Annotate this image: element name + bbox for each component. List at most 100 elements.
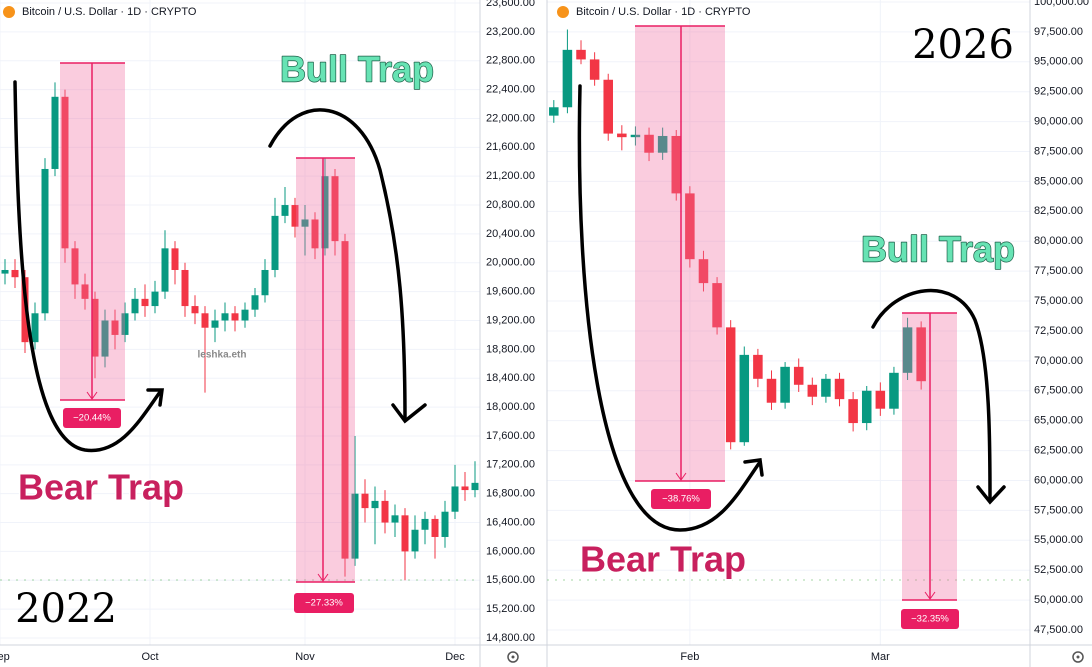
settings-icon[interactable] [1072,651,1084,663]
y-tick-label: 60,000.00 [1034,474,1083,486]
candle-body [221,313,229,321]
candle-body [361,493,369,509]
candle-body [461,486,469,491]
y-tick-label: 77,500.00 [1034,265,1083,277]
y-tick-label: 50,000.00 [1034,594,1083,606]
candle-body [685,193,695,260]
candle-body [916,327,926,382]
candle-body [71,248,79,285]
y-tick-label: 52,500.00 [1034,564,1083,576]
candle-body [793,366,804,385]
candle-body [161,248,169,292]
y-tick-label: 19,200.00 [486,314,535,326]
candle-body [848,399,858,424]
y-tick-label: 80,000.00 [1034,235,1083,247]
annotation: Bull Trap [861,229,1015,270]
candle-body [1,269,9,274]
candle-body [603,79,613,134]
candle-body [889,372,899,409]
candle-body [441,511,449,537]
x-tick-label: Sep [0,651,10,663]
candle-body [151,291,159,307]
candle-body [902,327,913,373]
x-tick-label: Dec [445,651,465,663]
candle-body [191,306,199,314]
measure-label: −27.33% [305,598,343,609]
candle-body [351,493,359,559]
candle-body [725,327,736,443]
y-tick-label: 23,600.00 [486,0,535,9]
measure-label: −20.44% [73,413,111,424]
candle-body [381,500,389,523]
candle-body [780,366,790,403]
arrow [577,84,762,532]
candle-body [431,518,439,537]
candle-body [291,205,299,227]
candle-body [821,378,831,397]
candle-body [271,215,279,270]
y-tick-label: 62,500.00 [1034,444,1083,456]
grid [547,0,1030,645]
x-tick-label: Feb [680,651,699,663]
y-tick-label: 75,000.00 [1034,295,1083,307]
candle-body [211,320,219,328]
candle-body [576,49,586,60]
y-tick-label: 57,500.00 [1034,504,1083,516]
y-tick-label: 15,200.00 [486,603,535,615]
candle-body [671,135,682,194]
annotation: Bear Trap [580,539,746,580]
candle-body [261,269,269,296]
y-tick-label: 19,600.00 [486,286,535,298]
x-tick-label: Oct [141,651,158,663]
y-tick-label: 65,000.00 [1034,415,1083,427]
candle-body [311,219,319,249]
year-label: 2026 [912,22,1014,68]
measure-box: −20.44% [60,62,125,428]
y-tick-label: 95,000.00 [1034,56,1083,68]
candle-body [231,313,239,321]
watermark: leshka.eth [198,350,247,361]
candle-body [281,205,289,216]
y-tick-label: 15,600.00 [486,574,535,586]
candle-body [712,283,722,328]
candle-body [451,486,459,512]
candle-body [589,59,600,80]
plot-left [1,82,479,581]
measure-box: −38.76% [635,25,725,509]
y-tick-label: 18,800.00 [486,343,535,355]
measure-box: −32.35% [901,312,959,629]
candle-body [630,134,641,138]
y-tick-label: 67,500.00 [1034,385,1083,397]
y-tick-label: 47,500.00 [1034,624,1083,636]
candle-body [81,284,89,299]
candle-body [698,259,709,284]
arrow-head [976,485,1006,505]
y-tick-label: 21,200.00 [486,170,535,182]
candle-body [807,384,818,397]
candle-body [121,313,129,335]
candle-body [753,354,763,379]
y-tick-label: 14,800.00 [486,632,535,644]
arrow [268,108,407,422]
candle-body [251,295,259,310]
candle-body [101,320,109,357]
candle-body [61,96,69,249]
arrow-head [743,458,764,477]
settings-icon[interactable] [507,651,519,663]
y-tick-label: 18,000.00 [486,401,535,413]
y-tick-label: 23,200.00 [486,26,535,38]
candle-body [301,219,309,227]
btc-icon [3,6,15,18]
y-tick-label: 18,400.00 [486,372,535,384]
chart-title: Bitcoin / U.S. Dollar · 1D · CRYPTO [22,6,197,18]
arrow [13,80,162,453]
candle-body [421,518,429,530]
candle-body [241,309,249,321]
y-tick-label: 20,400.00 [486,228,535,240]
candle-body [371,500,379,509]
y-tick-label: 16,000.00 [486,545,535,557]
candle-body [657,135,668,153]
candle-body [861,390,872,424]
candle-body [31,313,39,343]
